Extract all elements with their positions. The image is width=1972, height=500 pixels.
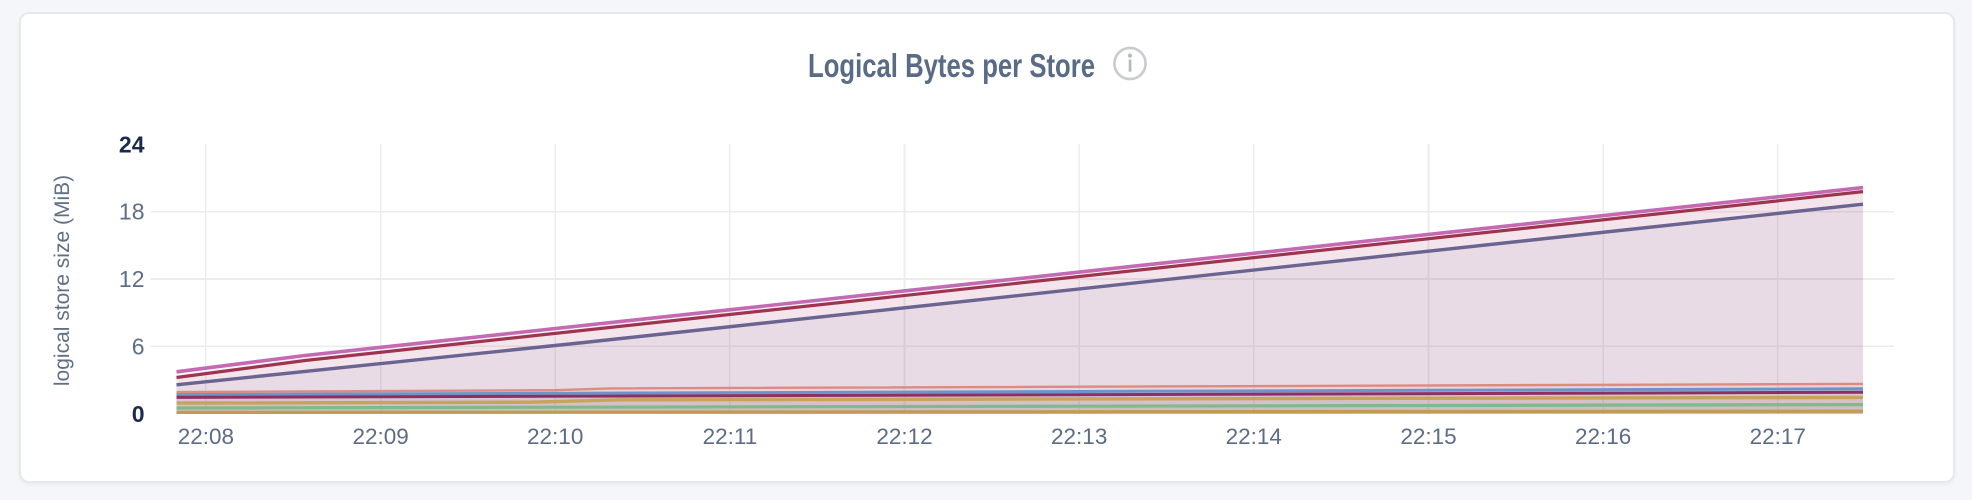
svg-text:Logical Bytes per Store: Logical Bytes per Store [808, 47, 1095, 84]
svg-text:24: 24 [119, 132, 145, 158]
svg-text:22:13: 22:13 [1051, 424, 1107, 449]
svg-text:22:10: 22:10 [527, 424, 583, 449]
svg-text:0: 0 [132, 401, 145, 427]
svg-text:6: 6 [132, 333, 145, 359]
svg-text:22:09: 22:09 [352, 424, 408, 449]
svg-text:22:08: 22:08 [178, 424, 234, 449]
svg-text:22:12: 22:12 [876, 424, 932, 449]
svg-text:12: 12 [119, 266, 145, 292]
svg-text:22:16: 22:16 [1575, 424, 1631, 449]
svg-text:22:11: 22:11 [703, 424, 758, 449]
svg-text:18: 18 [119, 199, 145, 225]
svg-text:22:17: 22:17 [1750, 424, 1806, 449]
svg-text:22:15: 22:15 [1400, 424, 1456, 449]
svg-text:22:14: 22:14 [1226, 424, 1282, 449]
svg-text:logical store size (MiB): logical store size (MiB) [51, 175, 74, 386]
